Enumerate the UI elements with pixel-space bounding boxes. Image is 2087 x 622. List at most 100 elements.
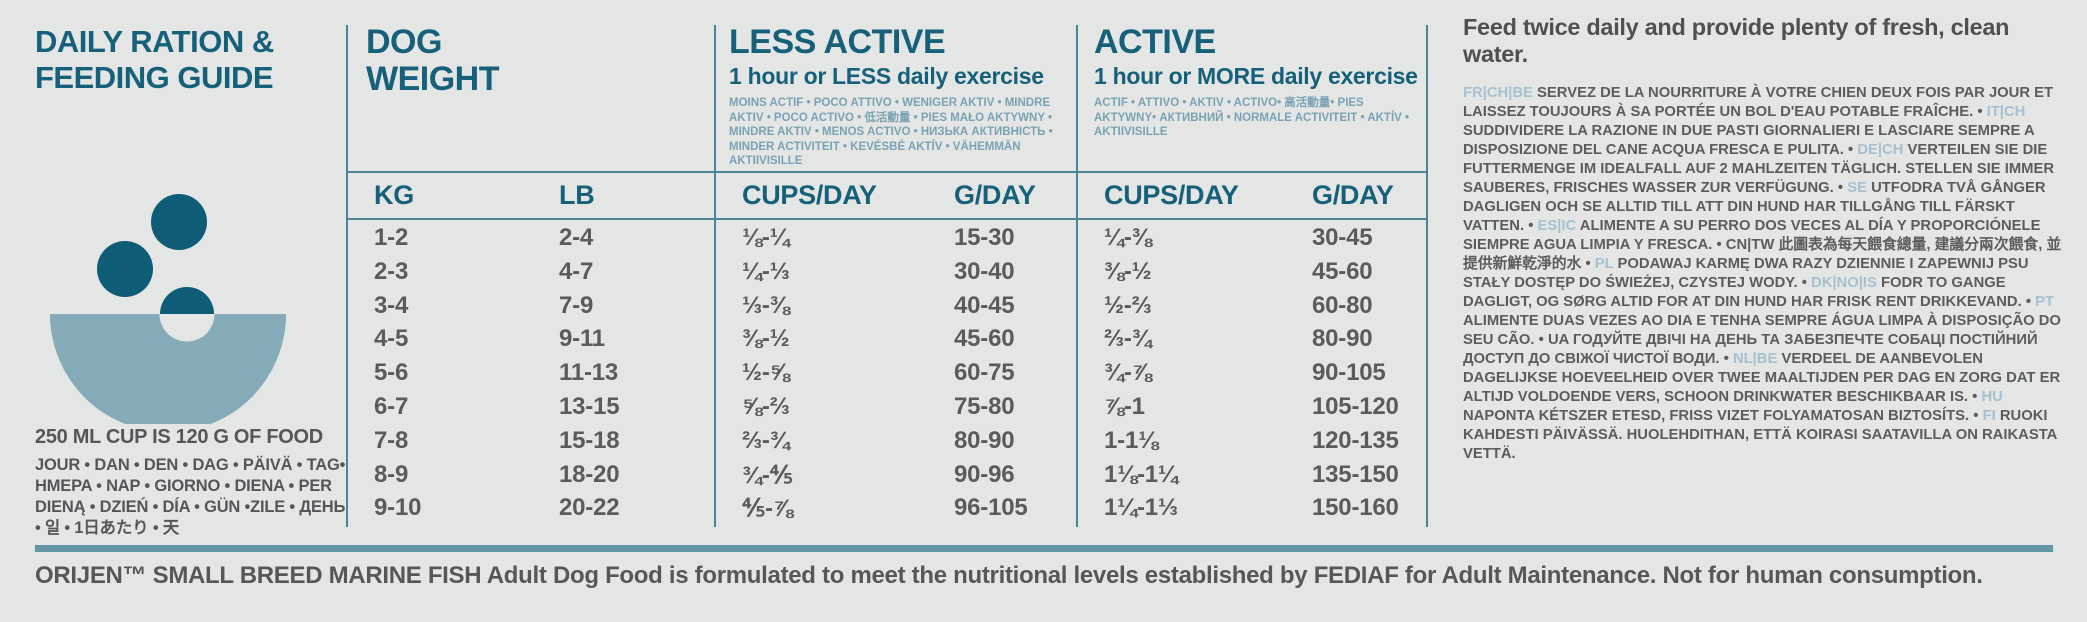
table-cell: ⅞-1 xyxy=(1104,392,1145,420)
table-cell: ⅜-½ xyxy=(742,325,790,353)
language-code: PL xyxy=(1594,256,1614,272)
table-cell: 80-90 xyxy=(1312,325,1373,353)
table-divider-weight-lessactive xyxy=(714,25,716,527)
table-cell: 60-80 xyxy=(1312,291,1373,319)
table-cell: 40-45 xyxy=(954,291,1015,319)
less-active-subtitle: 1 hour or LESS daily exercise xyxy=(729,63,1044,89)
language-code: NL|BE xyxy=(1732,351,1778,367)
language-code: PT xyxy=(2035,294,2055,310)
table-cell: 80-90 xyxy=(954,426,1015,454)
language-code: FR|CH|BE xyxy=(1463,85,1533,101)
table-cell: 120-135 xyxy=(1312,426,1399,454)
table-cell: 45-60 xyxy=(1312,257,1373,285)
active-translations: ACTIF • ATTIVO • AKTIV • ACTIVO• 高活動量• P… xyxy=(1094,97,1410,138)
table-cell: 45-60 xyxy=(954,325,1015,353)
col-header-lessactive-grams: G/DAY xyxy=(954,180,1036,210)
cup-measure-note: 250 ML CUP IS 120 G OF FOOD xyxy=(35,426,323,448)
table-cell: 9-10 xyxy=(374,494,422,522)
col-header-active-grams: G/DAY xyxy=(1312,180,1394,210)
table-cell: ⅝-⅔ xyxy=(742,392,790,420)
table-cell: 1-2 xyxy=(374,224,409,251)
table-cell: 18-20 xyxy=(559,460,620,488)
table-cell: 60-75 xyxy=(954,359,1015,387)
language-code: FI xyxy=(1982,408,1996,424)
dog-weight-title-line2: WEIGHT xyxy=(366,60,499,98)
section-active: ACTIVE 1 hour or MORE daily exercise ACT… xyxy=(1094,24,1418,140)
table-cell: 3-4 xyxy=(374,291,409,319)
table-row: 5-6 11-13 ½-⅝ 60-75 ¾-⅞ 90-105 xyxy=(346,359,1426,393)
language-code: HU xyxy=(1981,389,2003,405)
table-cell: ⅘-⅞ xyxy=(742,495,793,523)
col-header-lessactive-cups: CUPS/DAY xyxy=(742,180,877,210)
table-cell: 150-160 xyxy=(1312,494,1399,522)
language-code: DE|CH xyxy=(1857,142,1904,158)
table-cell: 13-15 xyxy=(559,392,620,420)
table-cell: 9-11 xyxy=(559,325,605,353)
table-header-rule-top xyxy=(346,171,1428,173)
active-title: ACTIVE xyxy=(1094,23,1216,61)
table-cell: 15-30 xyxy=(954,224,1015,251)
table-cell: ⅔-¾ xyxy=(1104,325,1152,353)
table-header-rule-bottom xyxy=(346,218,1428,220)
table-cell: ⅔-¾ xyxy=(742,426,790,454)
section-dog-weight: DOG WEIGHT xyxy=(366,24,696,98)
table-row: 9-10 20-22 ⅘-⅞ 96-105 1¼-1⅓ 150-160 xyxy=(346,494,1426,528)
language-code: CN|TW xyxy=(1725,237,1775,253)
table-cell: 20-22 xyxy=(559,494,620,522)
table-row: 1-2 2-4 ⅛-¼ 15-30 ¼-⅜ 30-45 xyxy=(346,224,1426,258)
table-cell: 7-9 xyxy=(559,291,594,319)
table-cell: 30-40 xyxy=(954,257,1015,285)
table-cell: ⅜-½ xyxy=(1104,257,1152,285)
language-code: DK|NO|IS xyxy=(1811,275,1877,291)
table-row: 2-3 4-7 ¼-⅓ 30-40 ⅜-½ 45-60 xyxy=(346,258,1426,292)
table-border-right xyxy=(1426,25,1428,527)
table-header-row: KG LB CUPS/DAY G/DAY CUPS/DAY G/DAY xyxy=(346,180,1426,218)
table-cell: 75-80 xyxy=(954,392,1015,420)
less-active-translations: MOINS ACTIF • POCO ATTIVO • WENIGER AKTI… xyxy=(729,97,1053,167)
table-cell: ⅓-⅜ xyxy=(742,291,790,319)
table-row: 6-7 13-15 ⅝-⅔ 75-80 ⅞-1 105-120 xyxy=(346,393,1426,427)
language-code: SE xyxy=(1847,180,1867,196)
section-less-active: LESS ACTIVE 1 hour or LESS daily exercis… xyxy=(729,24,1065,169)
table-row: 8-9 18-20 ¾-⅘ 90-96 1⅛-1¼ 135-150 xyxy=(346,461,1426,495)
table-body: 1-2 2-4 ⅛-¼ 15-30 ¼-⅜ 30-45 2-3 4-7 ¼-⅓ 30-40 ⅜-½ 4… xyxy=(346,224,1426,528)
table-cell: 90-96 xyxy=(954,460,1015,488)
table-cell: 1¼-1⅓ xyxy=(1104,494,1178,522)
feeding-notes-panel: Feed twice daily and provide plenty of f… xyxy=(1463,14,2063,464)
language-code: UA xyxy=(1547,332,1569,348)
col-header-kg: KG xyxy=(374,180,414,210)
multilingual-paragraph: FR|CH|BE SERVEZ DE LA NOURRITURE À VOTRE… xyxy=(1463,85,2062,462)
table-cell: 30-45 xyxy=(1312,224,1373,251)
table-row: 7-8 15-18 ⅔-¾ 80-90 1-1⅛ 120-135 xyxy=(346,427,1426,461)
table-cell: 1-1⅛ xyxy=(1104,426,1158,454)
page-title-line2: FEEDING GUIDE xyxy=(35,60,274,95)
day-translations: JOUR • DAN • DEN • DAG • PÄIVÄ • TAG• HM… xyxy=(35,456,346,537)
table-cell: ¾-⅘ xyxy=(742,461,793,489)
less-active-title: LESS ACTIVE xyxy=(729,23,946,61)
table-cell: 7-8 xyxy=(374,426,409,454)
table-cell: 8-9 xyxy=(374,460,409,488)
dog-food-bowl-icon xyxy=(50,194,286,424)
table-row: 3-4 7-9 ⅓-⅜ 40-45 ½-⅔ 60-80 xyxy=(346,292,1426,326)
footer-divider xyxy=(35,545,2053,552)
table-divider-lessactive-active xyxy=(1076,25,1078,527)
table-cell: 6-7 xyxy=(374,392,409,420)
col-header-active-cups: CUPS/DAY xyxy=(1104,180,1239,210)
table-cell: 4-7 xyxy=(559,257,594,285)
table-cell: 11-13 xyxy=(559,359,619,387)
table-cell: 5-6 xyxy=(374,359,409,387)
table-cell: 4-5 xyxy=(374,325,409,353)
table-cell: 2-4 xyxy=(559,224,594,251)
table-cell: ½-⅔ xyxy=(1104,291,1152,319)
table-row: 4-5 9-11 ⅜-½ 45-60 ⅔-¾ 80-90 xyxy=(346,325,1426,359)
table-cell: ½-⅝ xyxy=(742,359,790,387)
feeding-headline: Feed twice daily and provide plenty of f… xyxy=(1463,14,2010,67)
active-subtitle: 1 hour or MORE daily exercise xyxy=(1094,63,1418,89)
table-cell: 1⅛-1¼ xyxy=(1104,460,1178,488)
table-cell: 105-120 xyxy=(1312,392,1399,420)
table-cell: 135-150 xyxy=(1312,460,1399,488)
table-cell: 96-105 xyxy=(954,494,1028,522)
footer-statement: ORIJEN™ SMALL BREED MARINE FISH Adult Do… xyxy=(35,562,1983,589)
table-cell: ¼-⅓ xyxy=(742,257,790,285)
table-cell: 2-3 xyxy=(374,257,409,285)
